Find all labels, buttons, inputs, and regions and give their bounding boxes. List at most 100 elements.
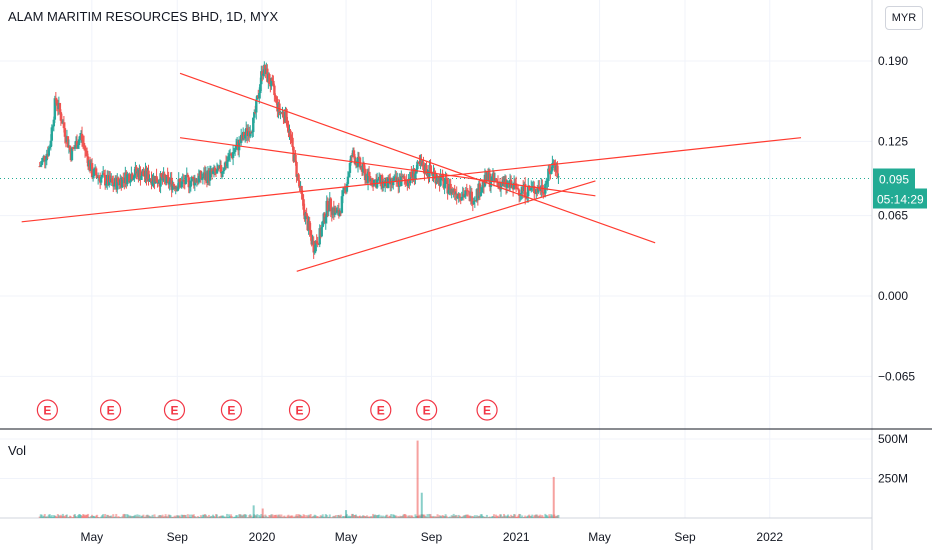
candle-body	[305, 213, 308, 217]
volume-bar	[330, 517, 333, 518]
volume-bar	[473, 515, 476, 518]
volume-bar	[416, 440, 419, 518]
volume-bar	[503, 513, 506, 518]
volume-bar	[368, 516, 371, 518]
candle-body	[220, 172, 224, 174]
candle-body	[151, 181, 154, 185]
volume-bar	[340, 517, 343, 518]
volume-bar	[498, 516, 501, 518]
volume-bar	[358, 516, 361, 518]
candle-body	[47, 148, 50, 156]
volume-bar	[147, 515, 150, 518]
candle-body	[345, 183, 349, 192]
currency-button[interactable]: MYR	[885, 6, 923, 30]
volume-bar	[60, 516, 63, 518]
volume-bar	[42, 515, 45, 518]
volume-bar	[68, 515, 71, 518]
volume-bar	[237, 516, 240, 518]
time-tick-label: Sep	[674, 530, 696, 544]
candle-body	[320, 226, 323, 237]
volume-bar	[450, 515, 453, 518]
volume-bar	[452, 513, 455, 518]
candle-body	[295, 162, 298, 177]
volume-bar	[470, 516, 473, 518]
candle-body	[460, 197, 463, 201]
candle-body	[314, 241, 317, 252]
volume-bar	[333, 516, 336, 518]
volume-bar	[485, 514, 488, 518]
volume-bar	[257, 517, 260, 518]
candle-body	[66, 136, 70, 148]
volume-bar	[360, 516, 363, 518]
volume-bar	[431, 516, 434, 518]
candle-body	[52, 119, 56, 127]
candle-body	[310, 235, 313, 245]
candle-body	[478, 183, 482, 196]
volume-bar	[296, 516, 299, 518]
volume-bar	[468, 515, 471, 518]
candle-body	[219, 165, 223, 174]
volume-bar	[478, 515, 481, 518]
candle-body	[77, 139, 81, 146]
candle-body	[251, 132, 254, 134]
volume-bar	[140, 515, 143, 518]
candle-body	[301, 193, 304, 200]
volume-bar	[256, 514, 259, 518]
volume-bar	[251, 517, 254, 518]
volume-bar	[345, 510, 348, 518]
volume-bar	[370, 516, 373, 518]
volume-bar	[379, 517, 382, 518]
candle-body	[159, 173, 162, 187]
volume-bar	[53, 515, 56, 518]
candle-body	[39, 165, 42, 167]
candle-body	[414, 173, 417, 179]
volume-bar	[234, 516, 237, 518]
volume-bar	[104, 514, 107, 518]
candle-body	[262, 73, 265, 76]
candle-body	[227, 155, 231, 161]
volume-bar	[482, 516, 485, 518]
volume-bar	[41, 516, 44, 518]
volume-bar	[441, 514, 444, 518]
candle-body	[132, 178, 135, 180]
volume-bar	[122, 514, 125, 518]
volume-bar	[295, 514, 298, 518]
volume-bar	[448, 516, 451, 518]
candle-body	[135, 166, 138, 174]
candle-body	[234, 145, 238, 150]
volume-bar	[38, 516, 41, 518]
volume-bar	[200, 516, 203, 518]
volume-bar	[177, 515, 180, 518]
volume-bar	[517, 515, 520, 518]
volume-bar	[412, 517, 415, 518]
volume-bar	[461, 516, 464, 518]
candle-body	[140, 175, 143, 180]
volume-bar	[371, 516, 374, 518]
volume-bar	[308, 515, 311, 518]
volume-bar	[393, 514, 396, 518]
volume-bar	[391, 517, 394, 518]
candle-body	[63, 128, 67, 137]
candle-body	[226, 160, 230, 162]
volume-bar	[324, 514, 327, 518]
candle-body	[505, 183, 509, 188]
volume-bar	[63, 516, 66, 518]
candle-body	[368, 176, 372, 182]
volume-bar	[169, 515, 172, 518]
candle-body	[472, 200, 476, 205]
candle-body	[551, 163, 554, 171]
volume-bar	[99, 517, 102, 518]
volume-bar	[555, 516, 558, 518]
volume-bar	[239, 514, 242, 518]
candle-body	[316, 243, 319, 245]
volume-bar	[510, 514, 513, 518]
volume-bar	[385, 514, 388, 518]
volume-bar	[453, 515, 456, 518]
volume-bar	[310, 516, 313, 518]
volume-bar	[81, 515, 84, 518]
candle-body	[213, 167, 217, 172]
volume-bar	[44, 516, 47, 518]
earnings-marker-label: E	[483, 404, 491, 418]
volume-bar	[381, 516, 384, 518]
